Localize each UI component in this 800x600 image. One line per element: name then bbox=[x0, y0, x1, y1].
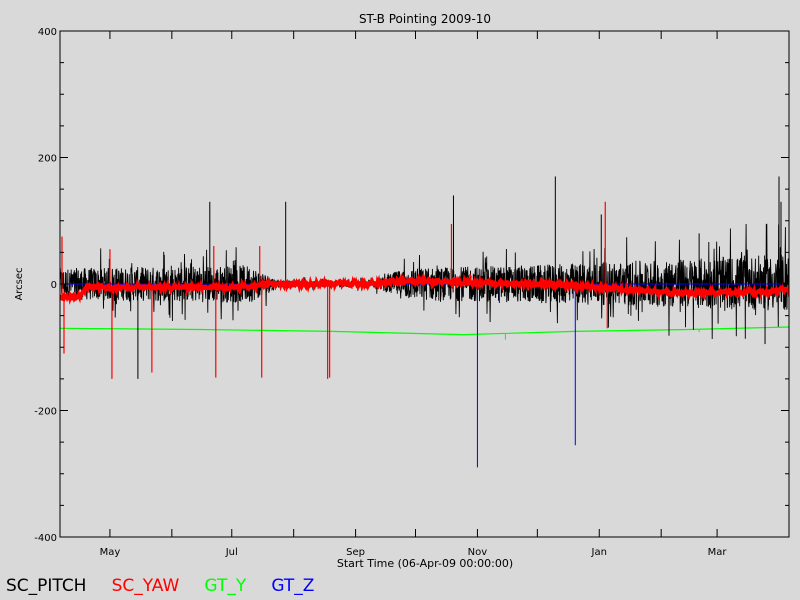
y-tick-label: 200 bbox=[38, 154, 57, 165]
y-tick-label: 0 bbox=[51, 280, 57, 291]
chart-title: ST-B Pointing 2009-10 bbox=[359, 12, 491, 26]
y-tick-label: -200 bbox=[34, 407, 57, 418]
series-gt-y bbox=[60, 326, 789, 336]
y-tick-label: 400 bbox=[38, 27, 57, 38]
x-tick-label: Nov bbox=[468, 547, 488, 558]
legend-item-gt-z: GT_Z bbox=[271, 576, 315, 596]
x-tick-label: Sep bbox=[346, 547, 365, 558]
x-tick-label: May bbox=[100, 547, 121, 558]
legend-item-gt-y: GT_Y bbox=[204, 576, 247, 596]
y-axis-label: Arcsec bbox=[14, 267, 25, 300]
x-tick-label: Mar bbox=[708, 547, 728, 558]
series-sc-yaw bbox=[60, 272, 789, 305]
x-tick-label: Jan bbox=[591, 547, 607, 558]
plot-area bbox=[60, 176, 789, 468]
legend-item-sc-pitch: SC_PITCH bbox=[6, 576, 87, 596]
legend: SC_PITCH SC_YAW GT_Y GT_Z bbox=[6, 576, 334, 600]
x-tick-label: Jul bbox=[225, 547, 238, 558]
x-axis-label: Start Time (06-Apr-09 00:00:00) bbox=[337, 557, 513, 570]
y-tick-label: -400 bbox=[34, 533, 57, 544]
legend-item-sc-yaw: SC_YAW bbox=[111, 576, 180, 596]
axes-layer: -400 -200 0 200 400 May Jul Sep Nov Jan Mar bbox=[34, 27, 789, 558]
series-layer bbox=[60, 176, 789, 468]
